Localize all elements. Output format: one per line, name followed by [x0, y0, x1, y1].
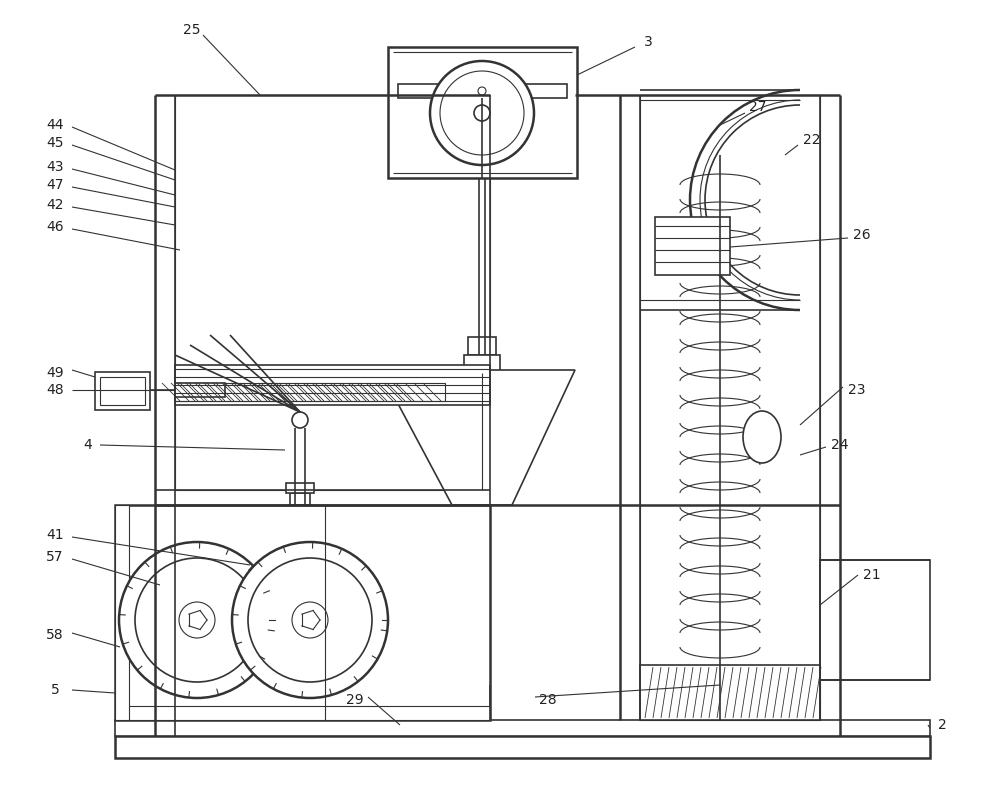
Text: 21: 21 [863, 568, 881, 582]
Bar [468, 337, 496, 355]
Text: 58: 58 [46, 628, 64, 642]
Bar [115, 736, 930, 758]
Bar [820, 560, 930, 680]
Text: 48: 48 [46, 383, 64, 397]
Circle shape [430, 61, 534, 165]
Bar [398, 84, 567, 98]
Circle shape [232, 542, 388, 698]
Text: 47: 47 [46, 178, 64, 192]
Bar [115, 505, 129, 720]
Bar [640, 665, 820, 720]
Circle shape [292, 412, 308, 428]
Text: 49: 49 [46, 366, 64, 380]
Bar [95, 372, 150, 410]
Circle shape [474, 105, 490, 121]
Polygon shape [380, 370, 575, 505]
Text: 28: 28 [539, 693, 557, 707]
Ellipse shape [743, 411, 781, 463]
Bar [640, 95, 820, 720]
Text: 23: 23 [848, 383, 866, 397]
Bar [100, 377, 145, 405]
Bar [175, 383, 445, 401]
Bar [388, 47, 577, 178]
Circle shape [179, 602, 215, 638]
Circle shape [478, 87, 486, 95]
Text: 22: 22 [803, 133, 821, 147]
Text: 41: 41 [46, 528, 64, 542]
Circle shape [248, 558, 372, 682]
Text: 3: 3 [644, 35, 652, 49]
Circle shape [440, 71, 524, 155]
Text: 29: 29 [346, 693, 364, 707]
Text: 27: 27 [749, 100, 767, 114]
Bar [175, 95, 490, 490]
Text: 57: 57 [46, 550, 64, 564]
Text: 25: 25 [183, 23, 201, 37]
Bar [115, 505, 490, 720]
Text: 2: 2 [938, 718, 946, 732]
Circle shape [119, 542, 275, 698]
Circle shape [292, 602, 328, 638]
Text: 5: 5 [51, 683, 59, 697]
Circle shape [135, 558, 259, 682]
Bar [175, 383, 225, 397]
Bar [290, 493, 310, 505]
Text: 26: 26 [853, 228, 871, 242]
Bar [655, 217, 730, 275]
Text: 45: 45 [46, 136, 64, 150]
Text: 46: 46 [46, 220, 64, 234]
Text: 43: 43 [46, 160, 64, 174]
Bar [115, 720, 930, 736]
Bar [115, 706, 490, 720]
Bar [175, 365, 490, 405]
Text: 44: 44 [46, 118, 64, 132]
Text: 4: 4 [84, 438, 92, 452]
Bar [464, 355, 500, 373]
Text: 24: 24 [831, 438, 849, 452]
Bar [286, 483, 314, 493]
Text: 42: 42 [46, 198, 64, 212]
